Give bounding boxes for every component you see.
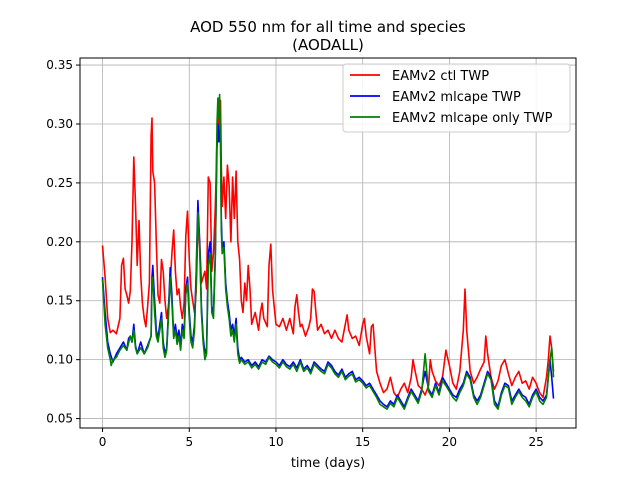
y-tick-label: 0.05: [46, 412, 73, 426]
x-axis-label: time (days): [291, 456, 365, 471]
x-tick-label: 20: [442, 435, 457, 449]
series-layer: [101, 93, 555, 410]
x-tick-label: 10: [268, 435, 283, 449]
legend-items: EAMv2 ctl TWP EAMv2 mlcape TWP EAMv2 mlcap…: [350, 69, 553, 126]
x-tick-label: 15: [355, 435, 370, 449]
legend-label: EAMv2 mlcape TWP: [392, 90, 521, 105]
legend: EAMv2 ctl TWP EAMv2 mlcape TWP EAMv2 mlcap…: [342, 63, 571, 133]
y-tick-label: 0.10: [46, 353, 73, 367]
chart-title: AOD 550 nm for all time and species: [190, 18, 466, 36]
legend-box: [342, 63, 571, 133]
y-tick-label: 0.30: [46, 117, 73, 131]
y-tick-label: 0.35: [46, 58, 73, 72]
y-axis: 0.05 0.10 0.15 0.20 0.25 0.30 0.35: [46, 58, 80, 426]
legend-label: EAMv2 ctl TWP: [392, 69, 489, 84]
plot-frame: [79, 57, 577, 429]
y-tick-label: 0.20: [46, 235, 73, 249]
chart-subtitle: (AODALL): [292, 36, 364, 54]
x-axis: 0 5 10 15 20 25: [99, 428, 544, 449]
y-tick-label: 0.15: [46, 294, 73, 308]
legend-label: EAMv2 mlcape only TWP: [392, 111, 553, 126]
x-tick-label: 0: [99, 435, 107, 449]
x-tick-label: 25: [528, 435, 543, 449]
series-line-1: [101, 99, 555, 399]
y-tick-label: 0.25: [46, 176, 73, 190]
series-line-3: [101, 93, 555, 410]
x-tick-label: 5: [185, 435, 193, 449]
